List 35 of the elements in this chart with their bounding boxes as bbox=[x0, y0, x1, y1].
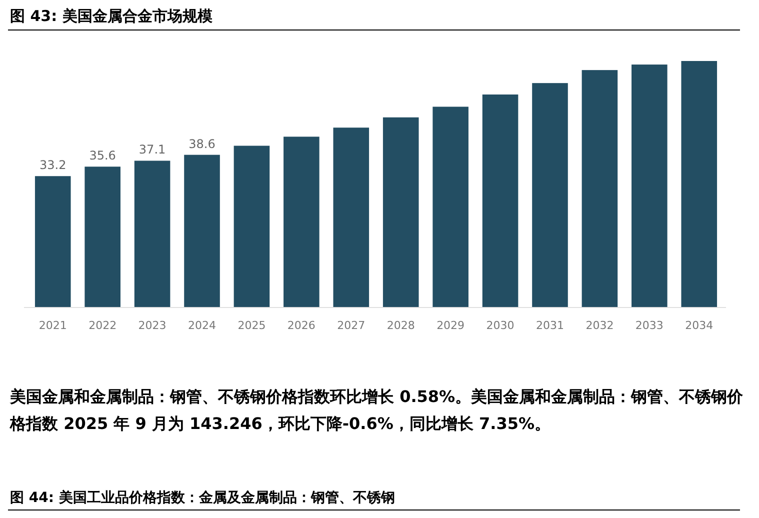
x-tick-label: 2023 bbox=[138, 319, 166, 332]
x-tick-label: 2034 bbox=[685, 319, 714, 332]
x-tick-label: 2021 bbox=[38, 319, 67, 332]
caption: 图 44: 美国工业品价格指数：金属及金属制品：钢管、不锈钢 bbox=[10, 489, 395, 506]
bar bbox=[432, 106, 468, 307]
text: 美国金属和金属制品：钢管、不锈钢价格指数环比增长 0.58%。美国金属和金属制品：钢管、不锈钢价格指数 2025 年 9 月为 143.246，环比下降-0.6%，同比增长 7.35%。 bbox=[9, 387, 744, 433]
x-tick-label: 2031 bbox=[536, 319, 564, 332]
bar bbox=[582, 70, 618, 307]
chart-title: 图 43: 美国金属合金市场规模 bbox=[10, 7, 214, 25]
bar bbox=[681, 61, 718, 307]
bar bbox=[84, 166, 120, 307]
bar bbox=[632, 64, 668, 307]
x-tick-label: 2030 bbox=[486, 319, 514, 332]
x-tick-label: 2022 bbox=[88, 319, 117, 332]
x-tick-label: 2026 bbox=[287, 319, 316, 332]
x-tick-label: 2033 bbox=[635, 319, 664, 332]
x-tick-label: 2024 bbox=[188, 319, 216, 332]
data-label: 33.2 bbox=[40, 158, 66, 172]
data-label: 35.6 bbox=[89, 148, 116, 163]
bar bbox=[382, 117, 419, 307]
bar bbox=[482, 94, 518, 307]
data-label: 37.1 bbox=[138, 142, 166, 157]
x-tick-label: 2025 bbox=[238, 319, 266, 332]
bar bbox=[284, 136, 320, 307]
bar bbox=[333, 128, 370, 307]
bar bbox=[532, 83, 568, 307]
bar bbox=[184, 154, 220, 307]
x-tick-label: 2032 bbox=[586, 319, 614, 332]
data-label: 38.6 bbox=[188, 136, 216, 151]
x-tick-label: 2029 bbox=[436, 319, 465, 332]
bar bbox=[34, 176, 71, 307]
x-tick-label: 2027 bbox=[337, 319, 366, 332]
x-tick-label: 2028 bbox=[386, 319, 415, 332]
bar bbox=[134, 160, 170, 307]
bar bbox=[234, 146, 270, 307]
